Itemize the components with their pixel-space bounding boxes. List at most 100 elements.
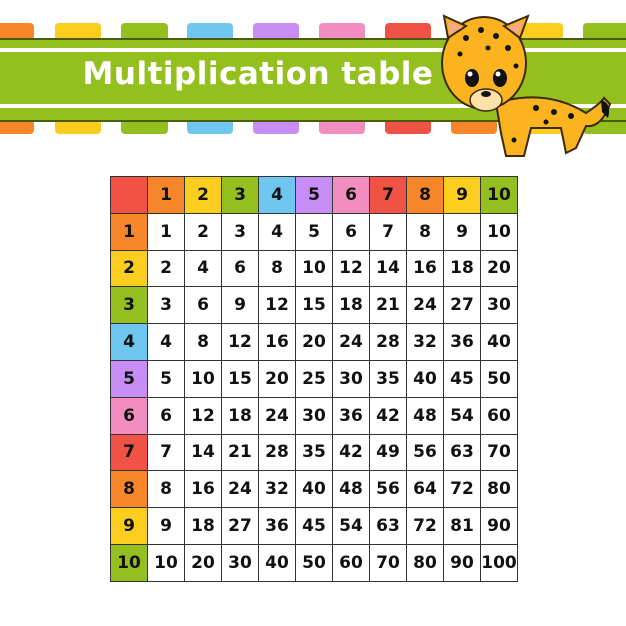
product-cell: 6 (184, 286, 222, 325)
product-cell: 10 (480, 212, 518, 251)
product-cell: 42 (332, 433, 370, 472)
product-cell: 6 (332, 212, 370, 251)
table-row: 4 4 8 12 16 20 24 28 32 36 40 (110, 323, 518, 361)
product-cell: 9 (443, 212, 481, 251)
product-cell: 63 (443, 433, 481, 472)
product-cell: 4 (184, 249, 222, 288)
product-cell: 4 (258, 212, 296, 251)
table-row: 9 9 18 27 36 45 54 63 72 81 90 (110, 507, 518, 545)
product-cell: 70 (480, 433, 518, 472)
product-cell: 30 (221, 543, 259, 582)
header-cell: 9 (443, 176, 481, 214)
color-tab (253, 23, 299, 41)
product-cell: 10 (295, 249, 333, 288)
header-cell: 3 (221, 176, 259, 214)
product-cell: 28 (258, 433, 296, 472)
product-cell: 2 (147, 249, 185, 288)
product-cell: 6 (221, 249, 259, 288)
product-cell: 8 (147, 470, 185, 509)
product-cell: 80 (480, 470, 518, 509)
table-row: 3 3 6 9 12 15 18 21 24 27 30 (110, 286, 518, 325)
table-row: 6 6 12 18 24 30 36 42 48 54 60 (110, 396, 518, 435)
color-tab (385, 23, 431, 41)
product-cell: 36 (332, 396, 370, 435)
color-tab (583, 23, 626, 41)
product-cell: 3 (147, 286, 185, 325)
product-cell: 32 (406, 323, 444, 361)
table-row: 8 8 16 24 32 40 48 56 64 72 80 (110, 470, 518, 509)
product-cell: 30 (332, 359, 370, 398)
product-cell: 80 (406, 543, 444, 582)
product-cell: 64 (406, 470, 444, 509)
header-cell: 5 (110, 359, 148, 398)
product-cell: 36 (258, 507, 296, 545)
color-tab (0, 23, 34, 41)
product-cell: 15 (295, 286, 333, 325)
product-cell: 21 (369, 286, 407, 325)
product-cell: 40 (295, 470, 333, 509)
product-cell: 20 (184, 543, 222, 582)
table-row: 10 10 20 30 40 50 60 70 80 90 100 (110, 543, 518, 582)
product-cell: 24 (332, 323, 370, 361)
product-cell: 72 (406, 507, 444, 545)
header-cell: 3 (110, 286, 148, 325)
product-cell: 100 (480, 543, 518, 582)
color-tab (517, 23, 563, 41)
product-cell: 3 (221, 212, 259, 251)
product-cell: 4 (147, 323, 185, 361)
product-cell: 20 (480, 249, 518, 288)
product-cell: 27 (221, 507, 259, 545)
product-cell: 20 (258, 359, 296, 398)
product-cell: 1 (147, 212, 185, 251)
header-cell: 8 (110, 470, 148, 509)
product-cell: 72 (443, 470, 481, 509)
product-cell: 24 (406, 286, 444, 325)
product-cell: 30 (295, 396, 333, 435)
product-cell: 5 (295, 212, 333, 251)
multiplication-table: 1 2 3 4 5 6 7 8 9 10 1 1 2 3 4 5 6 7 8 9 10 2 2 4 6 8 10 12 14 16 18 20… (110, 176, 518, 582)
page-title: Multiplication table (82, 56, 434, 92)
header-cell: 6 (332, 176, 370, 214)
table-row: 7 7 14 21 28 35 42 49 56 63 70 (110, 433, 518, 472)
product-cell: 16 (406, 249, 444, 288)
product-cell: 81 (443, 507, 481, 545)
color-tab (319, 23, 365, 41)
product-cell: 9 (221, 286, 259, 325)
product-cell: 10 (147, 543, 185, 582)
product-cell: 32 (258, 470, 296, 509)
product-cell: 48 (406, 396, 444, 435)
product-cell: 12 (184, 396, 222, 435)
product-cell: 45 (443, 359, 481, 398)
header-cell: 9 (110, 507, 148, 545)
product-cell: 90 (443, 543, 481, 582)
product-cell: 27 (443, 286, 481, 325)
header-cell: 4 (258, 176, 296, 214)
product-cell: 35 (295, 433, 333, 472)
product-cell: 18 (443, 249, 481, 288)
product-cell: 45 (295, 507, 333, 545)
color-tab (55, 23, 101, 41)
product-cell: 35 (369, 359, 407, 398)
product-cell: 36 (443, 323, 481, 361)
header-cell: 6 (110, 396, 148, 435)
product-cell: 30 (480, 286, 518, 325)
product-cell: 14 (184, 433, 222, 472)
header-cell: 10 (480, 176, 518, 214)
product-cell: 54 (443, 396, 481, 435)
color-tab (187, 23, 233, 41)
product-cell: 18 (184, 507, 222, 545)
product-cell: 24 (221, 470, 259, 509)
product-cell: 40 (258, 543, 296, 582)
stripe (0, 48, 626, 52)
header-cell: 7 (369, 176, 407, 214)
table-row: 1 2 3 4 5 6 7 8 9 10 (110, 176, 518, 214)
header-cell: 1 (110, 212, 148, 251)
product-cell: 8 (406, 212, 444, 251)
header-cell: 1 (147, 176, 185, 214)
product-cell: 63 (369, 507, 407, 545)
corner-cell (110, 176, 148, 214)
product-cell: 8 (258, 249, 296, 288)
product-cell: 60 (332, 543, 370, 582)
stripe (0, 104, 626, 108)
product-cell: 50 (480, 359, 518, 398)
